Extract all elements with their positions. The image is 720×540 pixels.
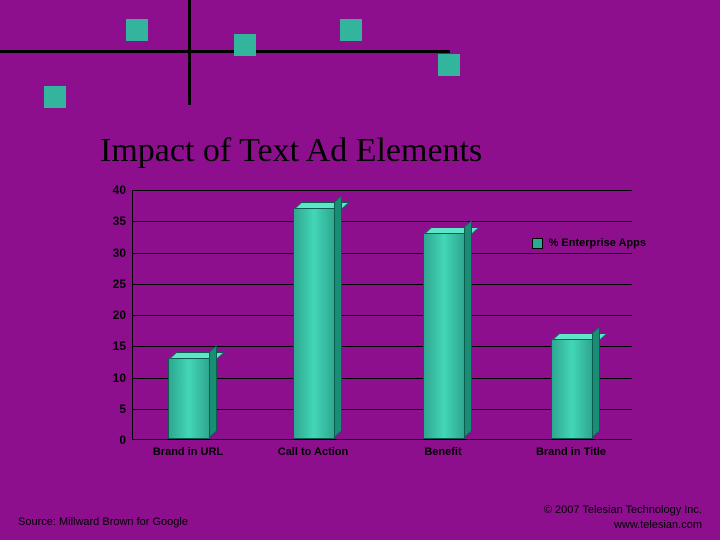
chart-gridline — [133, 190, 632, 191]
decor-square — [340, 19, 362, 41]
footer-copyright: © 2007 Telesian Technology Inc. — [544, 503, 702, 517]
chart-container: 0510152025303540 Brand in URLCall to Act… — [94, 190, 654, 470]
legend-swatch-icon — [532, 238, 543, 249]
chart-legend: % Enterprise Apps — [526, 234, 654, 252]
chart-gridline — [133, 253, 632, 254]
chart-bar — [293, 208, 335, 439]
chart-y-label: 25 — [94, 277, 126, 291]
chart-y-label: 35 — [94, 214, 126, 228]
chart-y-label: 10 — [94, 371, 126, 385]
decor-square — [234, 34, 256, 56]
chart-bar — [551, 339, 593, 439]
chart-bar-side — [209, 345, 217, 438]
chart-gridline — [133, 284, 632, 285]
chart-y-label: 0 — [94, 433, 126, 447]
legend-label: % Enterprise Apps — [549, 237, 646, 249]
decor-hline — [0, 50, 450, 53]
decor-square — [438, 54, 460, 76]
chart-gridline — [133, 315, 632, 316]
page-title: Impact of Text Ad Elements — [100, 132, 482, 170]
chart-bar — [423, 233, 465, 439]
chart-y-label: 15 — [94, 339, 126, 353]
chart-x-label: Call to Action — [258, 446, 368, 458]
chart-x-label: Brand in URL — [133, 446, 243, 458]
chart-y-label: 20 — [94, 308, 126, 322]
chart-y-label: 5 — [94, 402, 126, 416]
chart-y-label: 30 — [94, 246, 126, 260]
decor-vline — [188, 0, 191, 105]
decor-square — [44, 86, 66, 108]
footer-text: © 2007 Telesian Technology Inc. www.tele… — [544, 503, 702, 532]
chart-gridline — [133, 221, 632, 222]
chart-x-label: Benefit — [388, 446, 498, 458]
decor-square — [126, 19, 148, 41]
chart-x-label: Brand in Title — [516, 446, 626, 458]
chart-y-label: 40 — [94, 183, 126, 197]
source-text: Source: Millward Brown for Google — [18, 516, 188, 528]
chart-bar — [168, 358, 210, 439]
chart-bar-side — [592, 326, 600, 438]
chart-bar-side — [334, 195, 342, 438]
chart-bar-side — [464, 220, 472, 438]
footer-url: www.telesian.com — [544, 518, 702, 532]
chart-plot — [132, 190, 632, 440]
